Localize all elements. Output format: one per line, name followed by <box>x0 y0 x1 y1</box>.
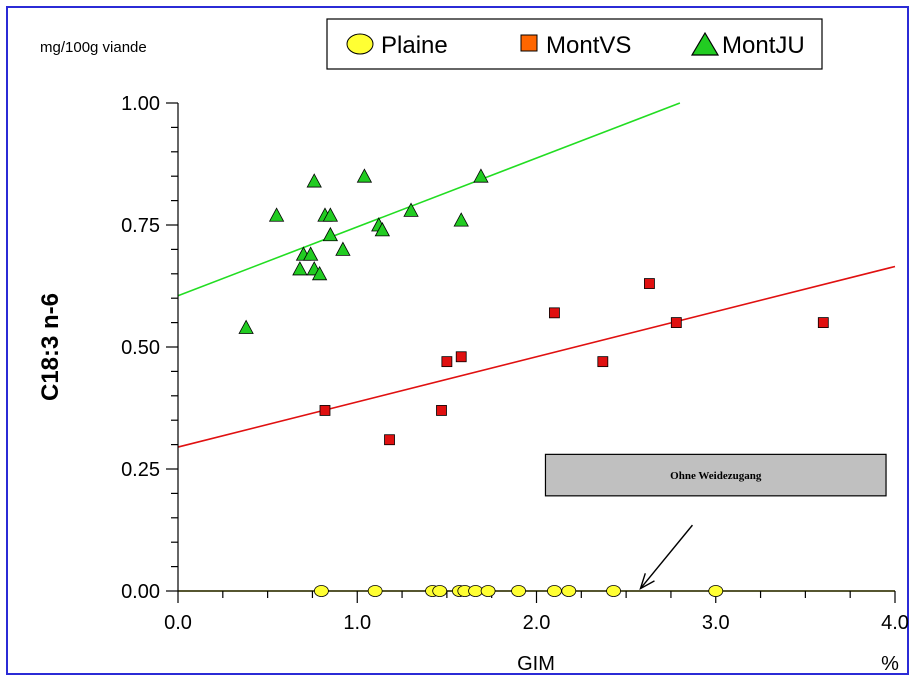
legend: Plaine MontVS MontJU <box>326 18 823 70</box>
point-plaine <box>480 585 496 597</box>
y-axis-title: C18:3 n-6 <box>37 293 64 401</box>
point-montvs <box>441 356 453 368</box>
annotation-arrow-shaft <box>639 524 693 590</box>
point-montju <box>238 319 254 334</box>
y-tick-label: 0.75 <box>121 215 160 237</box>
unit-label: mg/100g viande <box>40 39 147 56</box>
legend-label-plaine: Plaine <box>381 32 448 59</box>
x-tick-label: 0.0 <box>164 612 192 634</box>
data-points <box>238 168 829 597</box>
legend-box <box>326 18 823 70</box>
point-montju <box>322 226 339 242</box>
point-montvs <box>455 351 467 363</box>
point-plaine <box>468 585 483 597</box>
fit-line-montvs <box>177 265 896 448</box>
point-montvs <box>384 434 395 446</box>
point-montvs <box>436 405 447 416</box>
legend-triangle-marker <box>690 31 720 56</box>
fit-line-montju <box>177 102 681 297</box>
point-plaine <box>432 585 448 597</box>
point-montju <box>306 173 322 188</box>
annotation-arrow-head <box>639 573 655 591</box>
point-plaine <box>313 585 329 597</box>
x-tick-label: 3.0 <box>702 612 730 634</box>
point-montju <box>268 207 285 222</box>
point-montvs <box>670 317 682 329</box>
point-plaine <box>547 585 562 597</box>
point-montju <box>374 222 391 237</box>
y-tick-label: 0.25 <box>121 459 160 481</box>
point-plaine <box>606 585 621 597</box>
point-plaine <box>367 585 383 597</box>
annotation-text: Ohne Weidezugang <box>670 470 762 482</box>
legend-circle-marker <box>346 33 374 55</box>
legend-square-marker <box>520 34 538 52</box>
point-montju <box>292 261 308 276</box>
point-montju <box>453 212 469 227</box>
point-montju <box>403 202 419 217</box>
x-tick-label: 1.0 <box>343 612 371 634</box>
x-axis-unit: % <box>881 653 899 675</box>
x-axis-title: GIM <box>517 653 555 675</box>
fit-lines <box>177 102 896 592</box>
point-montvs <box>549 307 560 319</box>
annotation: Ohne Weidezugang <box>544 453 887 591</box>
point-montvs <box>319 405 331 416</box>
point-montju <box>322 207 339 222</box>
point-montju <box>335 241 351 256</box>
point-montvs <box>644 278 655 289</box>
y-tick-label: 1.00 <box>121 93 160 115</box>
point-montvs <box>817 317 829 329</box>
point-montju <box>356 168 373 183</box>
point-plaine <box>511 585 526 597</box>
axes: 0.0 1.0 2.0 3.0 4.0 0.00 0.25 0.50 0.75 1.00 <box>121 93 909 634</box>
chart-frame <box>6 6 909 675</box>
legend-label-montvs: MontVS <box>546 32 631 59</box>
point-plaine <box>561 585 577 597</box>
x-tick-label: 4.0 <box>881 612 909 634</box>
point-montju <box>311 265 328 281</box>
point-montvs <box>597 356 609 368</box>
point-plaine <box>708 585 724 597</box>
annotation-box <box>544 453 887 497</box>
x-tick-label: 2.0 <box>523 612 551 634</box>
point-montju <box>302 246 319 261</box>
point-montju <box>473 168 489 183</box>
legend-label-montju: MontJU <box>722 32 805 59</box>
y-tick-label: 0.00 <box>121 581 160 603</box>
y-tick-label: 0.50 <box>121 337 160 359</box>
